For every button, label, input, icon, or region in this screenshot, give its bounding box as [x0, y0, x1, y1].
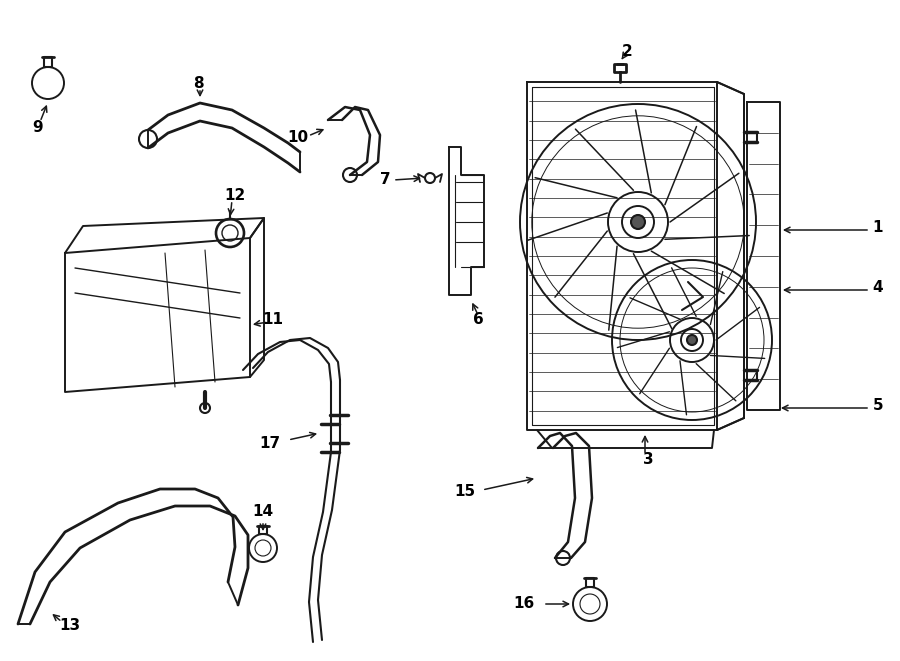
Text: 13: 13: [59, 619, 81, 633]
Text: 16: 16: [514, 596, 535, 611]
Text: 9: 9: [32, 120, 43, 134]
Text: 2: 2: [622, 44, 633, 59]
Text: 14: 14: [252, 504, 274, 520]
Circle shape: [687, 335, 697, 345]
Text: 7: 7: [380, 173, 391, 188]
Text: 6: 6: [472, 313, 483, 327]
Circle shape: [631, 215, 645, 229]
Text: 10: 10: [287, 130, 309, 145]
Text: 3: 3: [643, 453, 653, 467]
Text: 8: 8: [193, 75, 203, 91]
Text: 4: 4: [873, 280, 883, 295]
Text: 17: 17: [259, 436, 280, 451]
Text: 5: 5: [873, 399, 883, 414]
Text: 1: 1: [873, 221, 883, 235]
Text: 15: 15: [454, 485, 475, 500]
Text: 12: 12: [224, 188, 246, 202]
Text: 11: 11: [262, 313, 283, 327]
